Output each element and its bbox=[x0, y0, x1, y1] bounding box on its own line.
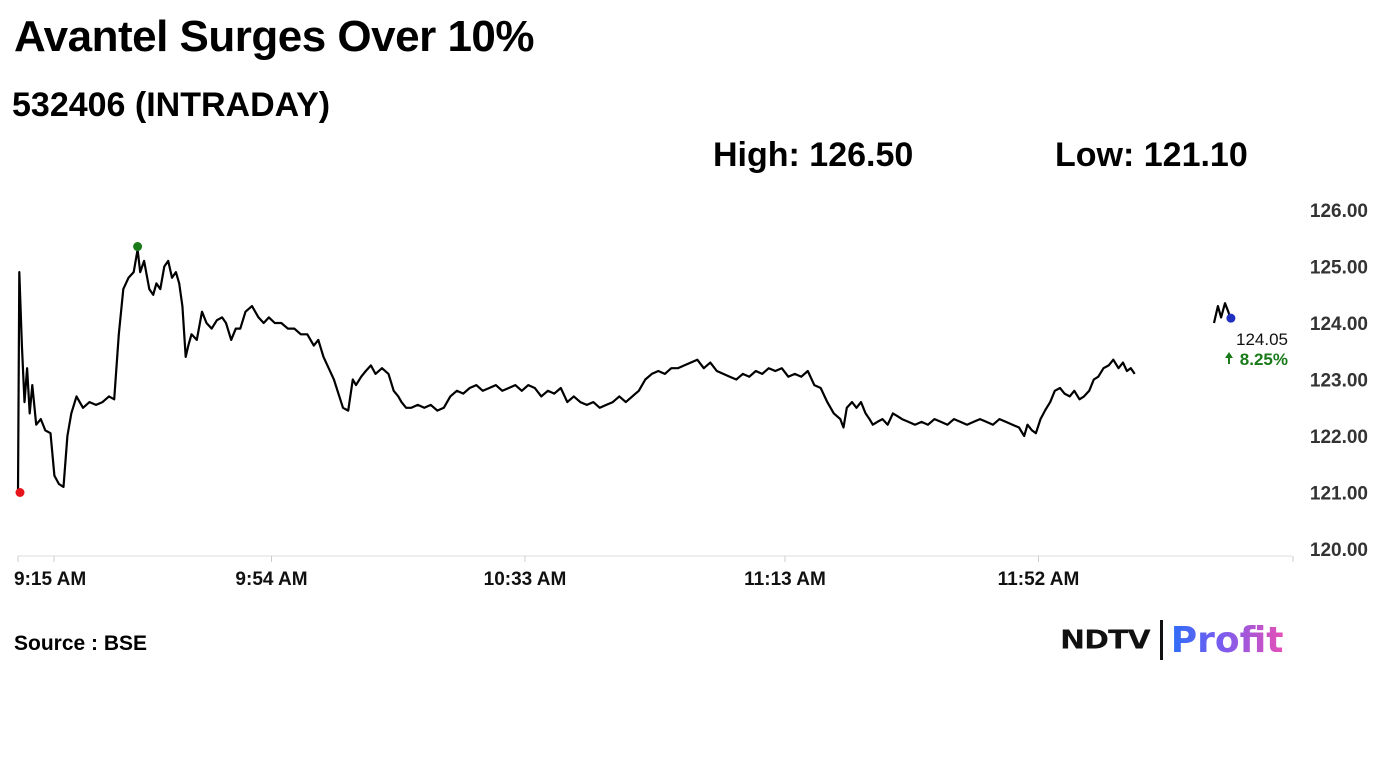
y-tick-label: 122.00 bbox=[1310, 427, 1368, 448]
day-low-label: Low: 121.10 bbox=[1055, 136, 1248, 174]
chart-subtitle: 532406 (INTRADAY) bbox=[12, 86, 331, 124]
logo-ndtv-text: NDTV bbox=[1060, 625, 1151, 655]
price-line-tail bbox=[1212, 302, 1232, 324]
last-price-label: 124.05 bbox=[1236, 330, 1288, 349]
y-tick-label: 121.00 bbox=[1310, 484, 1368, 505]
source-note: Source : BSE bbox=[14, 632, 148, 655]
y-tick-label: 124.00 bbox=[1310, 314, 1368, 335]
y-tick-label: 126.00 bbox=[1310, 201, 1368, 222]
price-line bbox=[16, 248, 1136, 493]
x-tick-label: 9:15 AM bbox=[14, 569, 86, 590]
x-tick-label: 11:13 AM bbox=[744, 569, 826, 590]
change-percent-label: 8.25% bbox=[1240, 350, 1288, 369]
logo-divider bbox=[1159, 620, 1163, 660]
logo-profit-text: Profit bbox=[1170, 619, 1284, 661]
chart-title: Avantel Surges Over 10% bbox=[14, 12, 535, 61]
high-point-marker bbox=[133, 242, 143, 252]
x-tick-label: 10:33 AM bbox=[484, 569, 567, 590]
y-tick-label: 120.00 bbox=[1310, 540, 1368, 561]
last-price-marker bbox=[1226, 313, 1236, 323]
y-tick-label: 125.00 bbox=[1310, 258, 1368, 279]
ndtv-profit-logo: NDTV Profit bbox=[1060, 618, 1283, 662]
y-tick-label: 123.00 bbox=[1310, 371, 1368, 392]
day-high-label: High: 126.50 bbox=[713, 136, 914, 174]
x-tick-label: 11:52 AM bbox=[998, 569, 1080, 590]
low-point-marker bbox=[15, 488, 25, 497]
up-arrow-icon bbox=[1225, 352, 1233, 364]
x-tick-label: 9:54 AM bbox=[235, 569, 307, 590]
